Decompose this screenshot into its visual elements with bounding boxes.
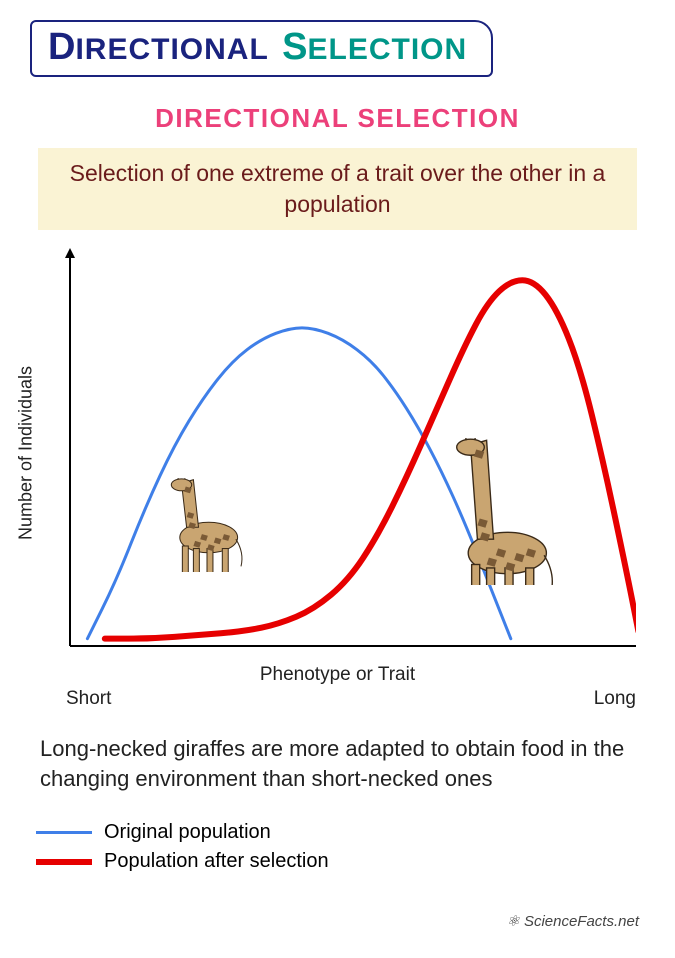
legend-row-after: Population after selection [36,850,645,873]
attribution-text: ⚛ ScienceFacts.net [506,912,639,930]
legend-label-original: Original population [104,821,271,844]
x-axis-ends: Short Long [66,688,636,710]
legend-row-original: Original population [36,821,645,844]
title-second-cap: S [282,26,307,68]
x-end-left: Short [66,688,111,710]
legend: Original population Population after sel… [36,821,645,873]
title-first-cap: D [48,26,75,68]
x-axis-label: Phenotype or Trait [30,664,645,686]
legend-swatch-after [36,859,92,865]
title-first-rest: IRECTIONAL [75,33,268,66]
title-box: DIRECTIONAL SELECTION [30,20,493,77]
chart-container: Number of Individuals [36,248,636,658]
pink-heading: DIRECTIONAL SELECTION [30,103,645,134]
subtitle-box: Selection of one extreme of a trait over… [38,148,637,230]
legend-label-after: Population after selection [104,850,329,873]
y-axis-label: Number of Individuals [16,366,37,540]
long-giraffe-icon [436,438,574,590]
legend-swatch-original [36,831,92,834]
title-second-rest: ELECTION [308,33,468,66]
atom-icon: ⚛ [506,913,519,930]
x-end-right: Long [594,688,636,710]
short-giraffe-icon [156,478,258,577]
caption-text: Long-necked giraffes are more adapted to… [40,734,635,793]
